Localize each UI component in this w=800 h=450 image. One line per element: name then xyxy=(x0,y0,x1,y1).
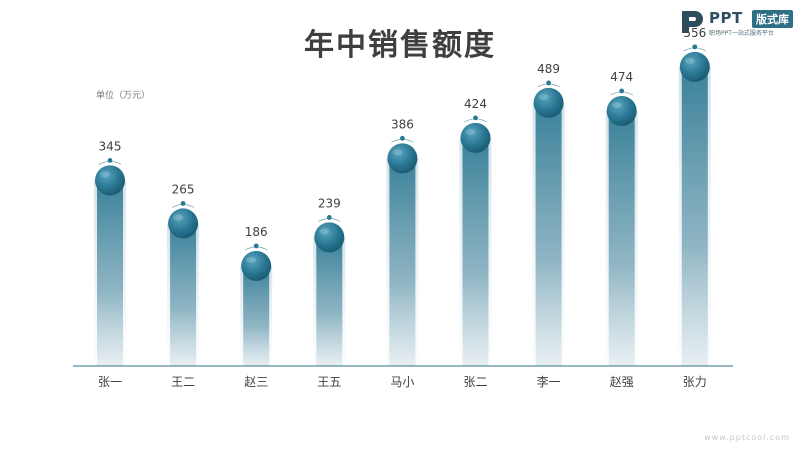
value-label: 345 xyxy=(99,139,122,153)
unit-label: 单位（万元） xyxy=(96,91,151,101)
ball-highlight xyxy=(538,93,549,100)
brand-logo: PPT 版式库 职场PPT一站式服务平台 xyxy=(680,8,795,38)
bar-马小 xyxy=(389,158,416,366)
category-label: 马小 xyxy=(390,375,414,389)
labels-layer: 345 张一 265 王二 186 赵三 239 王五 386 马小 424 张二 489 李一 474 赵强… xyxy=(98,26,707,389)
ball-highlight xyxy=(100,171,110,178)
category-label: 赵强 xyxy=(610,375,634,389)
category-label: 王五 xyxy=(317,375,341,389)
value-label: 186 xyxy=(245,225,268,239)
category-label: 王二 xyxy=(171,375,195,389)
ball-highlight xyxy=(319,228,330,235)
value-label: 424 xyxy=(464,97,487,111)
cap-dot xyxy=(400,135,405,141)
bar-cap-ball xyxy=(387,143,418,174)
bar-张力 xyxy=(681,66,708,366)
value-label: 386 xyxy=(391,117,414,131)
cap-dot xyxy=(180,201,186,206)
bar-赵三 xyxy=(243,265,270,366)
logo-p-icon xyxy=(682,11,703,33)
chart-title: 年中销售额度 xyxy=(304,28,496,63)
bar-张二 xyxy=(462,137,489,366)
cap-dot xyxy=(473,115,478,121)
ball-highlight xyxy=(246,256,257,263)
category-label: 张力 xyxy=(683,375,707,389)
ball-highlight xyxy=(392,149,403,156)
category-label: 赵三 xyxy=(244,375,268,389)
bar-王五 xyxy=(316,237,343,366)
value-label: 265 xyxy=(172,182,195,196)
bar-cap-ball xyxy=(241,250,272,281)
cap-dot xyxy=(253,243,259,249)
bar-李一 xyxy=(535,102,562,366)
ball-highlight xyxy=(465,128,476,135)
watermark: www.pptcool.com xyxy=(704,433,790,442)
logo-wordmark: PPT xyxy=(709,9,743,27)
ball-highlight xyxy=(684,57,695,64)
bar-cap-ball xyxy=(679,51,710,82)
bar-张一 xyxy=(97,180,123,366)
value-label: 474 xyxy=(610,70,633,84)
bar-cap-ball xyxy=(314,222,345,253)
category-label: 张一 xyxy=(98,375,122,389)
cap-dot xyxy=(546,80,551,86)
value-label: 239 xyxy=(318,196,341,210)
logo-badge: 版式库 xyxy=(752,10,793,28)
cap-dot xyxy=(692,44,698,50)
cap-dot xyxy=(107,157,113,163)
logo-slogan: 职场PPT一站式服务平台 xyxy=(709,30,774,37)
bar-cap-ball xyxy=(533,87,564,118)
value-label: 489 xyxy=(537,62,560,76)
bar-cap-ball xyxy=(168,208,199,239)
ball-highlight xyxy=(611,101,622,108)
bars-layer xyxy=(94,44,711,366)
bar-cap-ball xyxy=(95,165,125,196)
category-label: 李一 xyxy=(537,374,561,389)
cap-dot xyxy=(619,88,625,94)
value-label: 556 xyxy=(683,26,706,40)
category-label: 张二 xyxy=(463,375,487,389)
bar-赵强 xyxy=(608,110,635,366)
bar-王二 xyxy=(170,223,197,366)
bar-cap-ball xyxy=(606,95,637,126)
ball-highlight xyxy=(173,214,184,221)
bar-cap-ball xyxy=(460,122,491,153)
cap-dot xyxy=(326,215,332,220)
